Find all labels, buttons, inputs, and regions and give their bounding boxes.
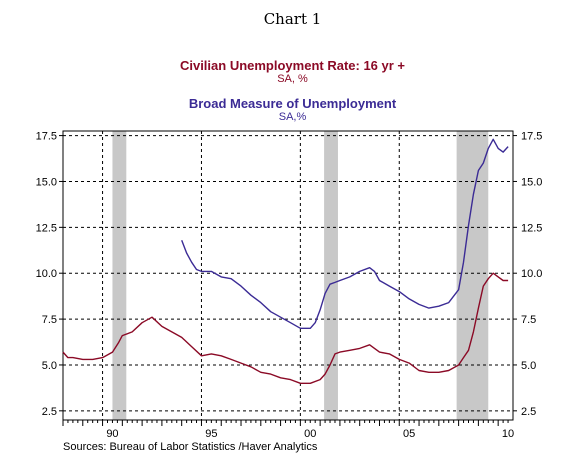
series-1-title: Civilian Unemployment Rate: 16 yr + xyxy=(179,58,406,73)
recession-bands xyxy=(112,131,489,420)
y-tick-label-right: 7.5 xyxy=(521,314,536,326)
y-tick-label-left: 12.5 xyxy=(36,222,57,234)
x-tick-label: 90 xyxy=(106,428,118,440)
series-2-title: Broad Measure of Unemployment xyxy=(188,96,397,111)
y-tick-label-right: 10.0 xyxy=(521,268,542,280)
series-2-unit: SA,% xyxy=(278,111,307,123)
series-line-2 xyxy=(181,138,509,329)
grid-lines xyxy=(63,131,513,420)
y-tick-label-right: 2.5 xyxy=(521,406,536,418)
series-line-1 xyxy=(62,272,509,384)
x-tick-label: 95 xyxy=(205,428,217,440)
recession-band-2 xyxy=(324,131,338,420)
x-tick-label: 10 xyxy=(502,428,514,440)
axis-ticks: 2.5 2.5 5.0 5.0 7.5 7.5 10.0 10.0 12.5 12.5 15.0 15… xyxy=(36,131,543,440)
y-tick-label-right: 17.5 xyxy=(521,131,542,143)
y-tick-label-left: 15.0 xyxy=(36,176,57,188)
y-tick-label-left: 17.5 xyxy=(36,131,57,143)
x-tick-label: 00 xyxy=(304,428,316,440)
chart-title: Chart 1 xyxy=(263,10,322,28)
y-tick-label-left: 7.5 xyxy=(42,314,57,326)
y-tick-label-right: 15.0 xyxy=(521,176,542,188)
source-note: Sources: Bureau of Labor Statistics /Hav… xyxy=(63,441,318,453)
y-tick-label-left: 10.0 xyxy=(36,268,57,280)
recession-band-1 xyxy=(112,131,127,420)
y-tick-label-left: 2.5 xyxy=(42,406,57,418)
series-lines xyxy=(62,138,509,384)
series-1-unit: SA, % xyxy=(277,73,308,85)
y-tick-label-right: 12.5 xyxy=(521,222,542,234)
plot-frame xyxy=(62,130,514,421)
x-tick-label: 05 xyxy=(403,428,415,440)
y-tick-label-left: 5.0 xyxy=(42,360,57,372)
recession-band-3 xyxy=(456,131,489,420)
y-tick-label-right: 5.0 xyxy=(521,360,536,372)
